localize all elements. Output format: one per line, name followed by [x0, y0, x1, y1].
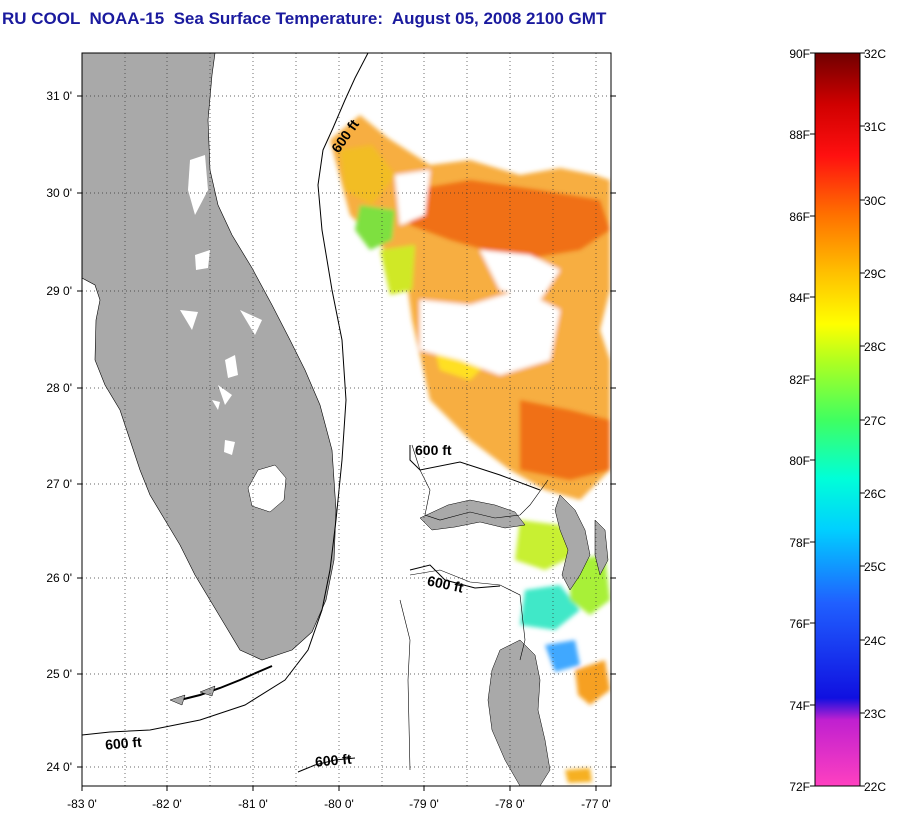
grand-bahama-land	[419, 499, 526, 531]
colorbar-label-f: 84F	[789, 291, 810, 305]
contour-label: 600 ft	[415, 442, 452, 458]
colorbar-label-f: 76F	[789, 617, 810, 631]
lat-label: 29 0'	[46, 284, 72, 298]
colorbar-celsius-labels: 32C 31C 30C 29C 28C 27C 26C 25C 24C 23C …	[864, 47, 886, 794]
lat-label: 27 0'	[46, 477, 72, 491]
colorbar-label-f: 90F	[789, 47, 810, 61]
colorbar-ticks	[810, 52, 865, 787]
lon-label: -78 0'	[495, 797, 525, 811]
axis-ticks	[77, 95, 616, 791]
colorbar-label-c: 31C	[864, 120, 886, 134]
map-title: RU COOL NOAA-15 Sea Surface Temperature:…	[2, 9, 607, 28]
lat-label: 30 0'	[46, 186, 72, 200]
lon-label: -83 0'	[67, 797, 97, 811]
lon-label: -82 0'	[152, 797, 182, 811]
map-gridlines	[82, 53, 611, 786]
colorbar	[814, 52, 861, 787]
colorbar-label-c: 29C	[864, 267, 886, 281]
colorbar-label-c: 28C	[864, 340, 886, 354]
colorbar-label-c: 30C	[864, 194, 886, 208]
lon-label: -77 0'	[581, 797, 611, 811]
colorbar-label-f: 86F	[789, 210, 810, 224]
colorbar-label-f: 82F	[789, 373, 810, 387]
lon-label: -80 0'	[324, 797, 354, 811]
colorbar-label-f: 74F	[789, 699, 810, 713]
colorbar-label-c: 24C	[864, 634, 886, 648]
contour-label: 600 ft	[104, 734, 142, 753]
lat-label: 31 0'	[46, 89, 72, 103]
colorbar-label-c: 25C	[864, 560, 886, 574]
lat-label: 28 0'	[46, 381, 72, 395]
colorbar-label-c: 27C	[864, 414, 886, 428]
sst-data-layer	[330, 115, 610, 783]
colorbar-label-c: 23C	[864, 707, 886, 721]
latitude-labels: 31 0' 30 0' 29 0' 28 0' 27 0' 26 0' 25 0…	[46, 89, 72, 774]
contour-label: 600 ft	[314, 751, 352, 770]
contour-label: 600 ft	[426, 572, 465, 595]
lake-okeechobee	[247, 464, 287, 513]
colorbar-label-f: 72F	[789, 780, 810, 794]
depth-contours	[82, 53, 541, 773]
colorbar-label-c: 22C	[864, 780, 886, 794]
colorbar-label-c: 26C	[864, 487, 886, 501]
lat-label: 24 0'	[46, 760, 72, 774]
inland-lakes	[180, 155, 262, 455]
colorbar-fahrenheit-labels: 90F 88F 86F 84F 82F 80F 78F 76F 74F 72F	[789, 47, 810, 794]
colorbar-label-f: 78F	[789, 536, 810, 550]
bahamas-bank-outline	[399, 444, 549, 771]
colorbar-label-f: 88F	[789, 128, 810, 142]
eleuthera-land	[594, 519, 609, 576]
lat-label: 26 0'	[46, 571, 72, 585]
andros-land	[487, 639, 551, 786]
longitude-labels: -83 0' -82 0' -81 0' -80 0' -79 0' -78 0…	[67, 797, 611, 811]
lon-label: -81 0'	[238, 797, 268, 811]
lon-label: -79 0'	[409, 797, 439, 811]
florida-keys	[179, 665, 273, 701]
map-frame	[81, 52, 612, 787]
abaco-land	[554, 494, 591, 591]
colorbar-label-c: 32C	[864, 47, 886, 61]
lat-label: 25 0'	[46, 667, 72, 681]
colorbar-label-f: 80F	[789, 454, 810, 468]
